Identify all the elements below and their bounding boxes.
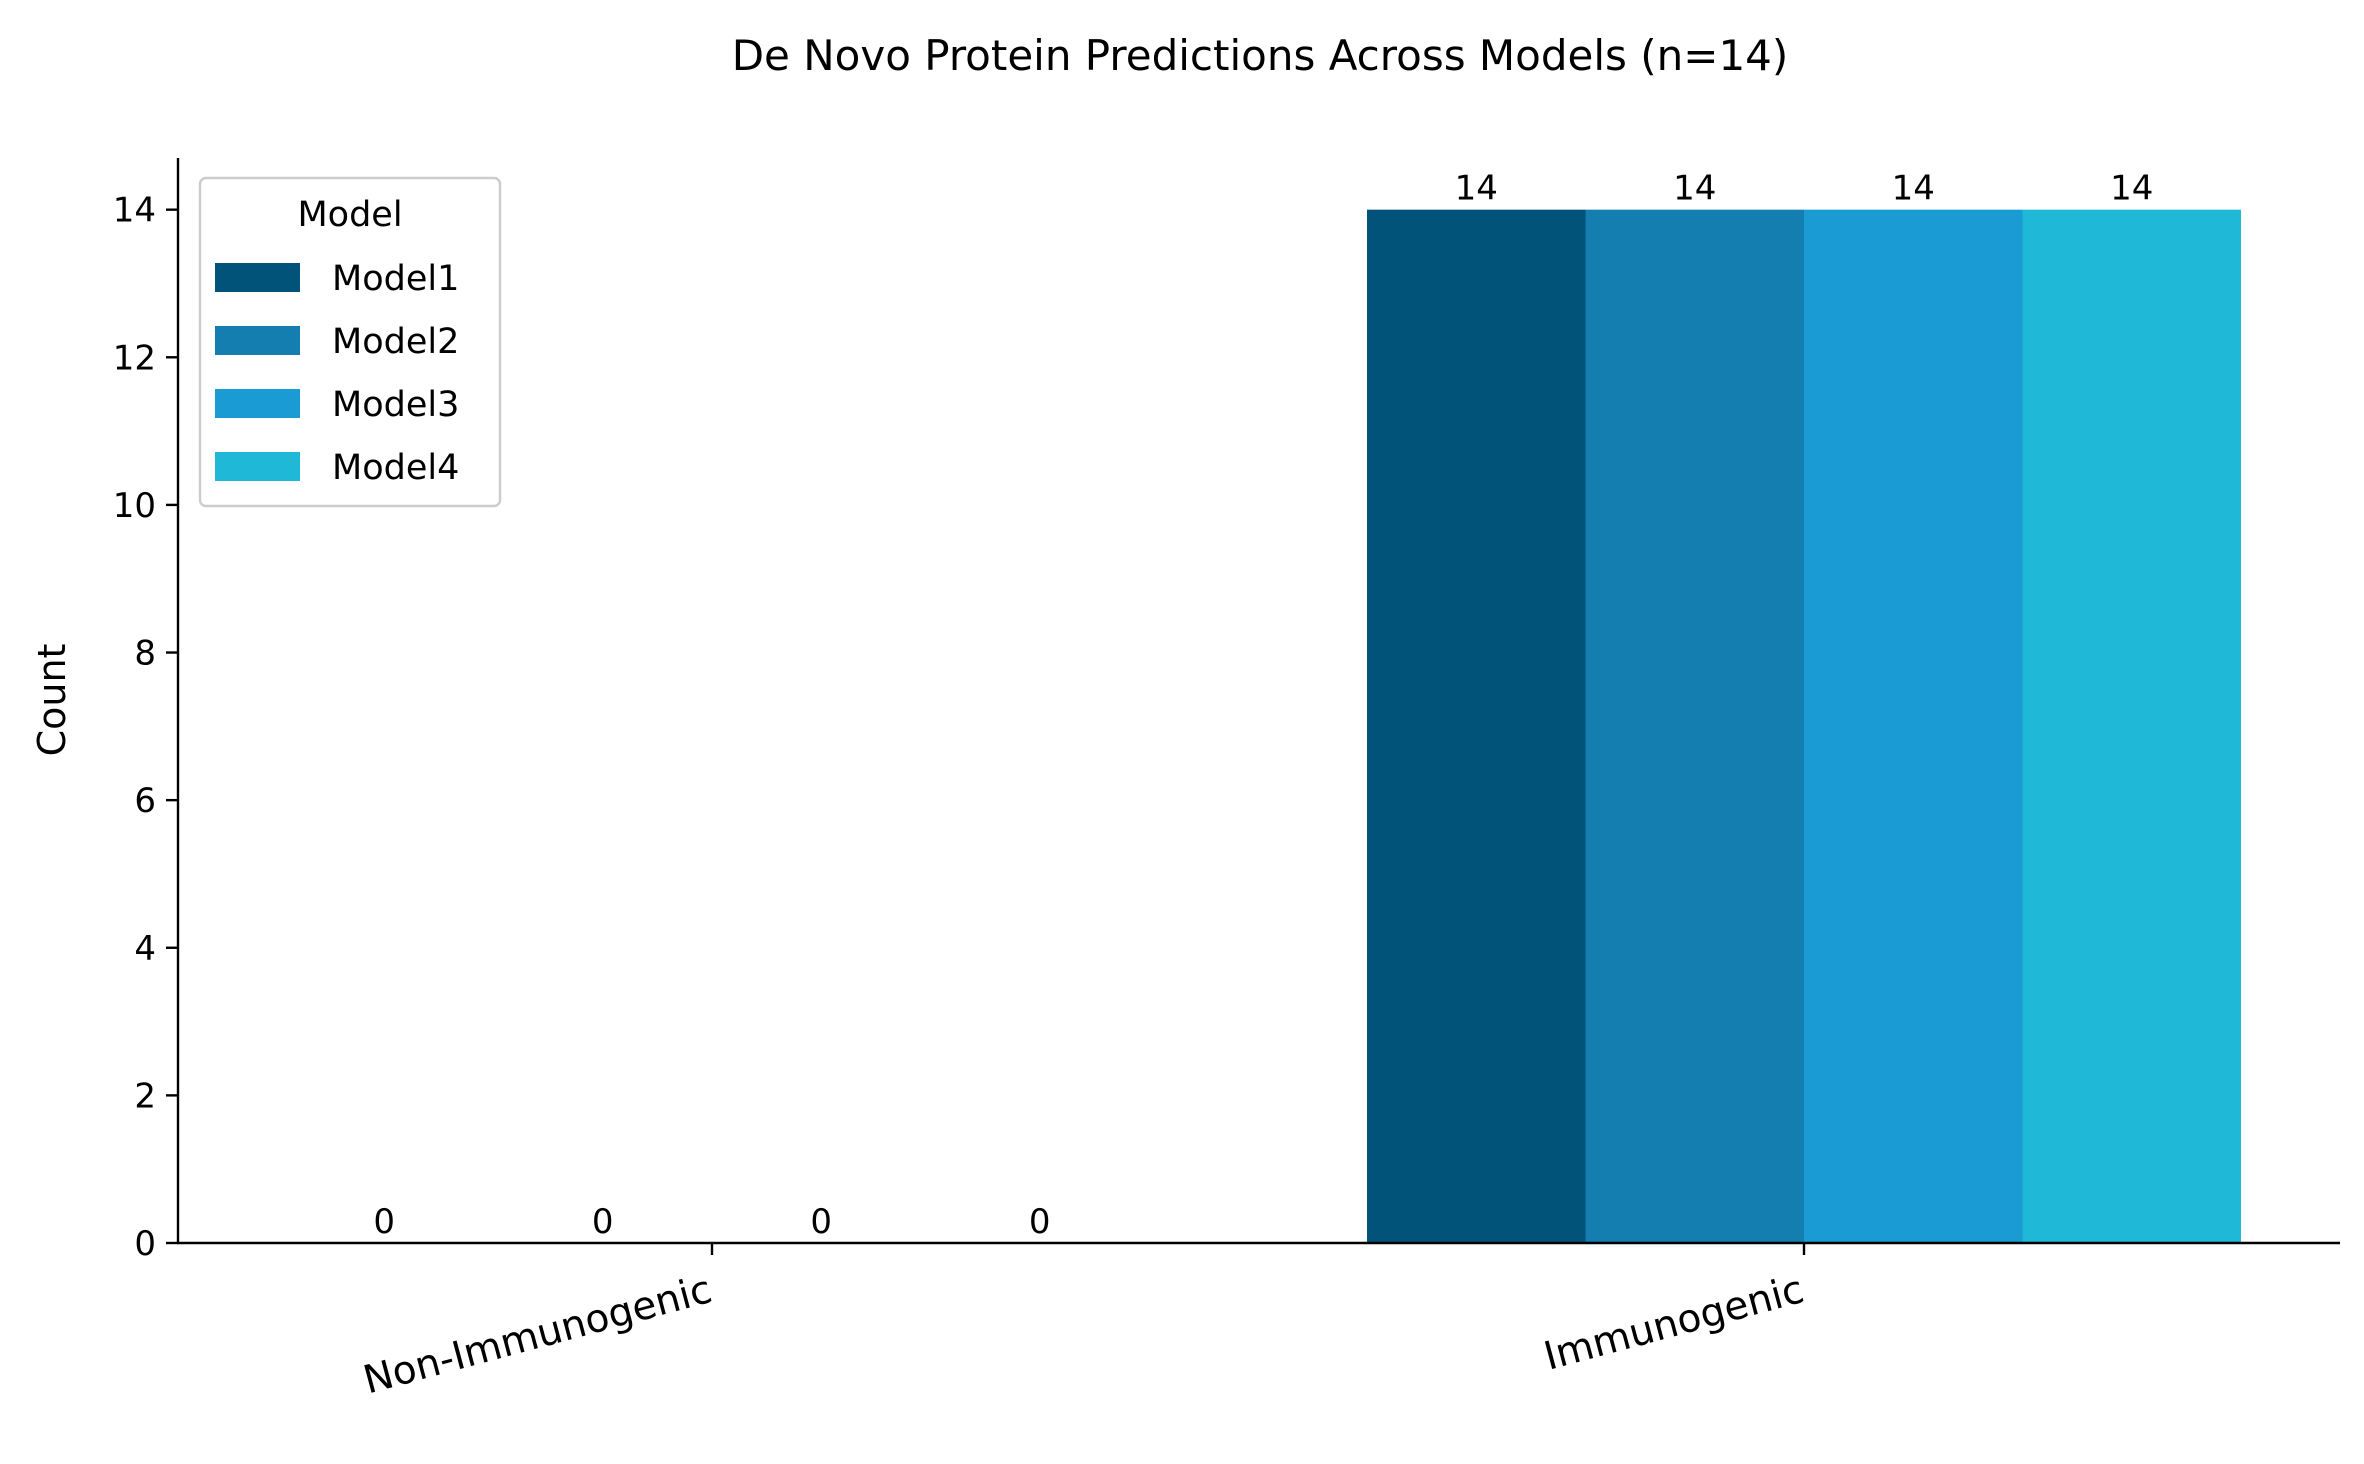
legend-frame [198,176,502,508]
y-tick-label: 6 [134,781,156,821]
bars-layer [1367,209,2241,1244]
data-label: 0 [810,1202,832,1242]
legend-items: Model1 Model2 Model3 Model4 [215,259,459,488]
legend-swatch-model4 [215,452,300,481]
data-label: 14 [1673,169,1716,209]
data-label: 0 [592,1202,614,1242]
legend-label-model3: Model3 [332,385,459,425]
legend: Model Model1 Model2 Model3 Model4 [198,176,502,508]
y-tick-label: 8 [134,634,156,674]
chart-title: De Novo Protein Predictions Across Model… [732,31,1789,80]
legend-swatch-model1 [215,263,300,292]
y-tick-label: 2 [134,1076,156,1116]
y-tick-label: 10 [113,486,156,526]
data-label: 14 [2110,169,2153,209]
y-tick-label: 0 [134,1224,156,1264]
bar-model1-immunogenic [1367,209,1586,1244]
legend-title: Model [297,195,402,235]
value-labels-layer: 0 14 0 14 0 14 0 14 [373,169,2153,1242]
data-label: 14 [1892,169,1935,209]
data-label: 0 [373,1202,395,1242]
legend-label-model4: Model4 [332,448,459,488]
y-tick-label: 4 [134,929,156,969]
legend-swatch-model2 [215,326,300,355]
data-label: 14 [1455,169,1498,209]
y-ticks-layer: 0 2 4 6 8 10 12 14 [113,191,178,1264]
legend-label-model2: Model2 [332,322,459,362]
y-tick-label: 12 [113,338,156,378]
bar-model4-immunogenic [2022,209,2241,1244]
y-tick-label: 14 [113,191,156,231]
bar-model2-immunogenic [1585,209,1804,1244]
data-label: 0 [1029,1202,1051,1242]
legend-label-model1: Model1 [332,259,459,299]
y-axis-label: Count [30,644,74,757]
axes-layer [176,158,2340,1245]
bar-model3-immunogenic [1804,209,2023,1244]
legend-swatch-model3 [215,389,300,418]
